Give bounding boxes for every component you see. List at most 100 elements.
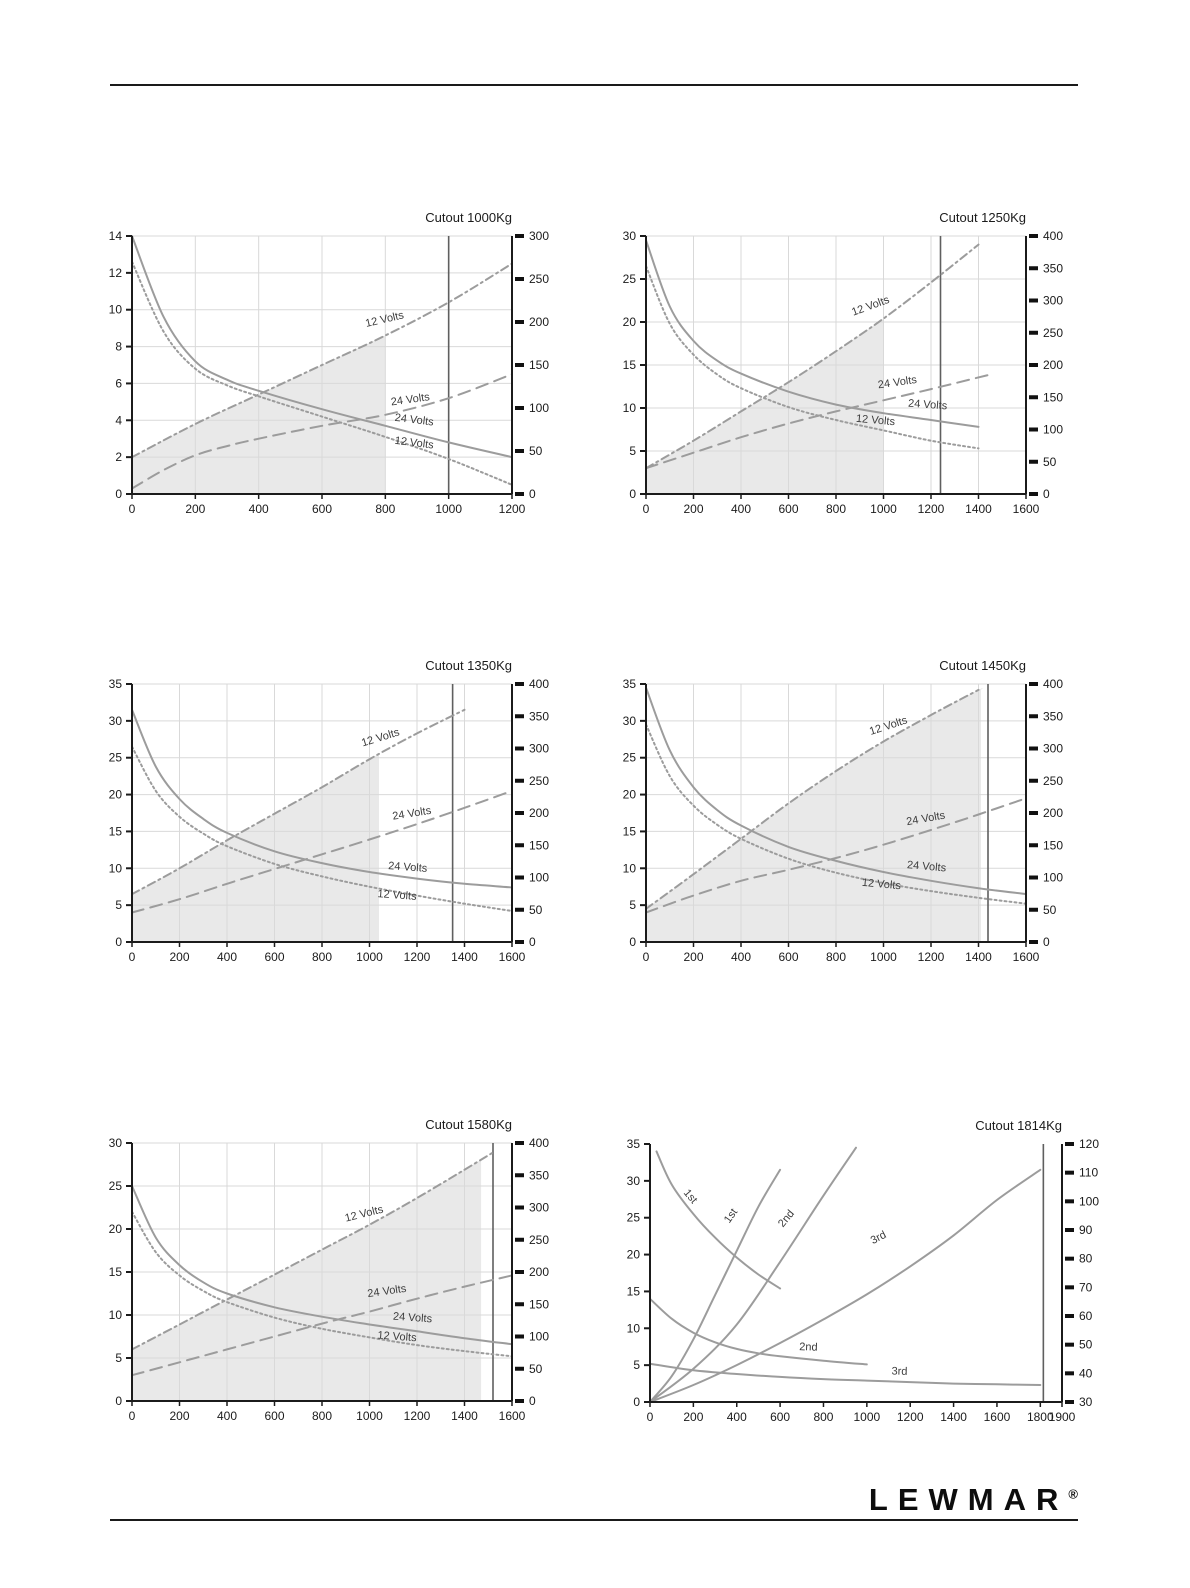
series-current-24-volts [131, 373, 513, 490]
series-label-speed-24-volts: 24 Volts [907, 859, 948, 874]
svg-text:0: 0 [115, 935, 122, 949]
chart-cutout-1814kg: 1st 1st 2nd 3rd 2nd 3rd 0 200 400 600 800 1000 1200 1… [610, 1114, 1122, 1451]
svg-text:1200: 1200 [499, 502, 526, 516]
svg-text:200: 200 [683, 950, 703, 964]
svg-text:1000: 1000 [870, 502, 897, 516]
svg-text:600: 600 [770, 1410, 790, 1424]
series-label-speed-24-volts: 24 Volts [393, 1311, 433, 1326]
chart-title: Cutout 1000Kg [425, 210, 512, 225]
svg-text:800: 800 [375, 502, 395, 516]
series-label-speed-24-volts: 24 Volts [388, 860, 428, 875]
svg-text:90: 90 [1079, 1223, 1093, 1237]
series-gear-3-pull [649, 1168, 1042, 1403]
svg-text:250: 250 [1043, 326, 1063, 340]
svg-text:50: 50 [529, 1362, 543, 1376]
svg-text:400: 400 [727, 1410, 747, 1424]
series-gear-2-speed [649, 1297, 868, 1366]
svg-text:800: 800 [312, 1409, 332, 1423]
series-gear-2-pull [649, 1146, 857, 1403]
svg-text:50: 50 [529, 444, 543, 458]
series-label-speed-12-volts: 12 Volts [855, 413, 896, 428]
svg-text:100: 100 [529, 401, 549, 415]
svg-text:800: 800 [312, 950, 332, 964]
svg-text:6: 6 [115, 376, 122, 390]
series-label-current-24-volts: 24 Volts [877, 374, 918, 391]
series-speed-24-volts [131, 235, 513, 459]
series-speed-12-volts [645, 265, 980, 450]
svg-text:1400: 1400 [965, 950, 992, 964]
chart-title: Cutout 1350Kg [425, 658, 512, 673]
series-gear-1-speed [655, 1150, 782, 1290]
svg-text:1000: 1000 [356, 1409, 383, 1423]
svg-text:1400: 1400 [940, 1410, 967, 1424]
svg-text:1600: 1600 [1013, 502, 1040, 516]
svg-text:400: 400 [217, 1409, 237, 1423]
svg-text:1200: 1200 [918, 950, 945, 964]
svg-text:600: 600 [312, 502, 332, 516]
series-label-speed-24-volts: 24 Volts [394, 412, 435, 429]
svg-text:200: 200 [683, 1410, 703, 1424]
chart-title: Cutout 1580Kg [425, 1117, 512, 1132]
svg-text:35: 35 [109, 677, 123, 691]
svg-text:600: 600 [264, 950, 284, 964]
series-speed-12-volts [131, 260, 513, 486]
series-gear-3-speed [649, 1362, 1042, 1386]
svg-text:0: 0 [647, 1410, 654, 1424]
chart-title: Cutout 1450Kg [939, 658, 1026, 673]
svg-text:0: 0 [115, 487, 122, 501]
gridlines [646, 683, 1026, 942]
svg-text:250: 250 [529, 272, 549, 286]
svg-text:1200: 1200 [897, 1410, 924, 1424]
svg-text:200: 200 [683, 502, 703, 516]
svg-text:0: 0 [129, 502, 136, 516]
svg-text:200: 200 [529, 1265, 549, 1279]
svg-text:200: 200 [529, 806, 549, 820]
svg-text:350: 350 [529, 1168, 549, 1182]
svg-text:0: 0 [643, 950, 650, 964]
series-label-speed-12-volts: 12 Volts [861, 877, 902, 892]
svg-text:1000: 1000 [870, 950, 897, 964]
svg-text:1000: 1000 [853, 1410, 880, 1424]
series-current-24-volts [645, 373, 992, 470]
svg-text:200: 200 [529, 315, 549, 329]
svg-text:25: 25 [623, 272, 637, 286]
svg-text:150: 150 [529, 1297, 549, 1311]
svg-text:40: 40 [1079, 1366, 1093, 1380]
series-current-12-volts [131, 262, 513, 459]
svg-text:50: 50 [1043, 903, 1057, 917]
svg-text:150: 150 [1043, 390, 1063, 404]
series-label-current-24-volts: 24 Volts [367, 1283, 408, 1300]
svg-text:200: 200 [1043, 358, 1063, 372]
svg-text:400: 400 [529, 1136, 549, 1150]
svg-text:100: 100 [1079, 1194, 1099, 1208]
svg-text:5: 5 [633, 1358, 640, 1372]
svg-text:300: 300 [529, 229, 549, 243]
series-label-gear-3-pull: 3rd [869, 1229, 889, 1247]
series-speed-24-volts [645, 239, 980, 428]
chart-cutout-1580kg: 12 Volts 24 Volts 24 Volts 12 Volts 0 200 400 6… [92, 1113, 572, 1450]
svg-text:15: 15 [109, 1265, 123, 1279]
svg-text:600: 600 [778, 502, 798, 516]
svg-text:25: 25 [627, 1211, 641, 1225]
svg-text:150: 150 [529, 838, 549, 852]
svg-text:200: 200 [1043, 806, 1063, 820]
series-label-speed-12-volts: 12 Volts [377, 888, 417, 903]
chart-title: Cutout 1250Kg [939, 210, 1026, 225]
svg-text:8: 8 [115, 340, 122, 354]
svg-text:0: 0 [129, 1409, 136, 1423]
series-speed-12-volts [131, 745, 513, 912]
chart-cutout-1000kg: 12 Volts 24 Volts 24 Volts 12 Volts 0 200 400 6… [92, 206, 572, 543]
svg-text:25: 25 [623, 751, 637, 765]
svg-text:12: 12 [109, 266, 123, 280]
gridlines [646, 235, 1026, 494]
axis-tick-labels: 0 200 400 600 800 1000 1200 1400 160005101520253… [109, 677, 550, 964]
svg-text:10: 10 [623, 861, 637, 875]
svg-text:300: 300 [1043, 294, 1063, 308]
chart-cutout-1250kg: 12 Volts 24 Volts 24 Volts 12 Volts 0 200 400 6… [606, 206, 1086, 543]
svg-text:30: 30 [1079, 1395, 1093, 1409]
svg-text:0: 0 [1043, 935, 1050, 949]
